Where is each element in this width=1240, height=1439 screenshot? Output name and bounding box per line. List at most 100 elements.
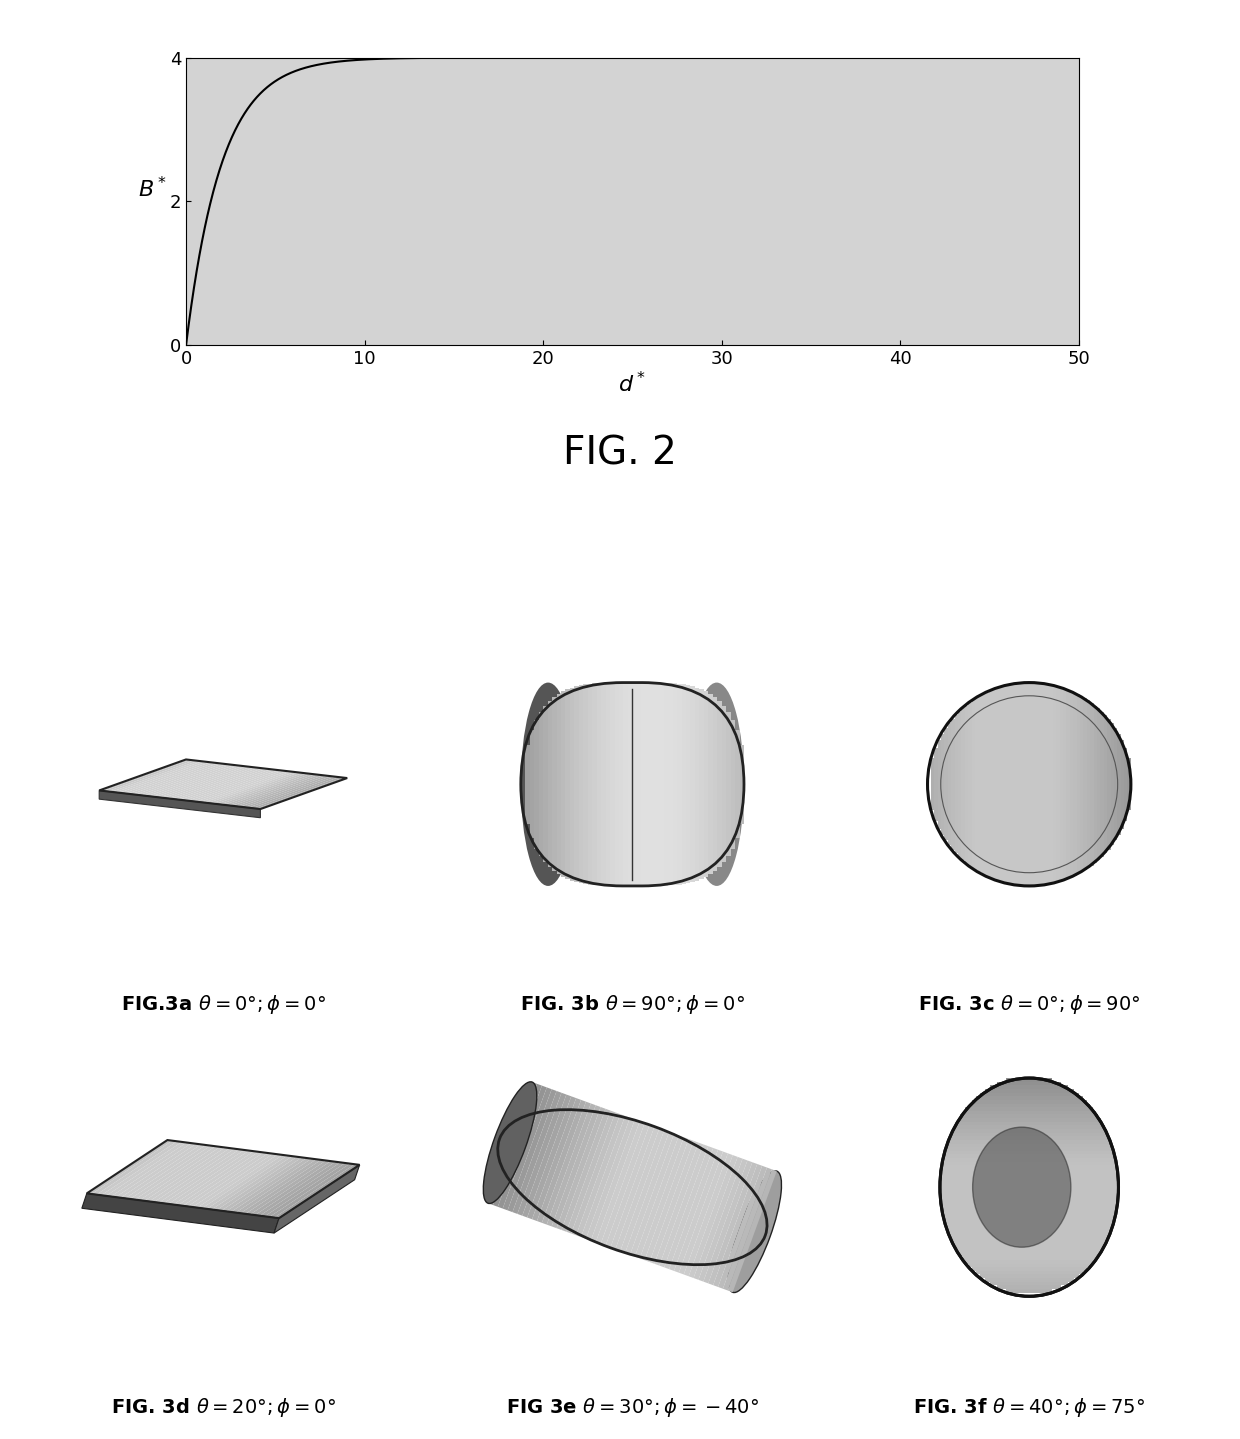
Polygon shape [577,1114,625,1238]
Polygon shape [123,763,215,794]
Polygon shape [931,758,934,810]
Text: FIG. 3b $\theta = 90°; \phi = 0°$: FIG. 3b $\theta = 90°; \phi = 0°$ [520,993,745,1016]
Polygon shape [678,1151,728,1275]
Polygon shape [704,692,708,876]
Polygon shape [176,768,267,800]
Polygon shape [1029,682,1033,886]
Polygon shape [139,764,231,796]
Polygon shape [976,1271,1083,1275]
Polygon shape [184,1153,268,1206]
Polygon shape [610,682,615,886]
Polygon shape [682,685,686,884]
Polygon shape [956,1245,1102,1249]
Polygon shape [537,1099,587,1223]
Polygon shape [980,1092,1079,1097]
Polygon shape [997,1285,1061,1289]
Polygon shape [640,1137,688,1261]
Polygon shape [570,688,574,881]
Polygon shape [1035,682,1039,886]
Polygon shape [947,1140,1111,1144]
Polygon shape [619,682,624,886]
Polygon shape [154,1148,239,1203]
Polygon shape [1070,691,1074,878]
Polygon shape [600,1122,650,1246]
Polygon shape [255,1161,340,1216]
Polygon shape [1090,702,1094,866]
Polygon shape [972,701,975,868]
Polygon shape [1039,684,1043,885]
Polygon shape [269,1164,355,1217]
Polygon shape [244,776,335,807]
Polygon shape [140,1147,224,1200]
Polygon shape [217,1157,301,1210]
Polygon shape [665,1147,713,1269]
Polygon shape [960,1252,1099,1256]
Polygon shape [547,1104,595,1226]
Polygon shape [959,712,961,856]
Polygon shape [180,768,270,800]
Polygon shape [164,767,254,799]
Polygon shape [739,745,744,823]
Polygon shape [534,720,538,849]
Polygon shape [1114,728,1117,840]
Polygon shape [975,698,978,871]
Polygon shape [1060,688,1063,881]
Polygon shape [941,1166,1117,1168]
Polygon shape [941,1202,1117,1206]
Polygon shape [957,1118,1101,1122]
Polygon shape [246,1160,331,1215]
Polygon shape [228,774,319,806]
Polygon shape [507,1089,557,1212]
Ellipse shape [728,1171,781,1292]
Polygon shape [672,684,677,885]
Polygon shape [941,1161,1117,1166]
Polygon shape [955,715,959,853]
Polygon shape [985,1278,1074,1282]
Polygon shape [110,1143,196,1197]
Polygon shape [708,694,713,875]
Polygon shape [548,701,552,868]
Polygon shape [192,1154,278,1207]
Polygon shape [212,1156,298,1210]
Polygon shape [694,688,699,881]
Polygon shape [605,1125,655,1248]
Polygon shape [264,1163,350,1217]
Polygon shape [944,1151,1115,1154]
Polygon shape [560,692,565,876]
Polygon shape [940,1187,1118,1191]
Polygon shape [668,684,672,885]
Polygon shape [1016,684,1019,885]
Polygon shape [615,682,619,886]
Polygon shape [940,1191,1118,1194]
Polygon shape [187,1153,273,1207]
Polygon shape [115,761,206,793]
Polygon shape [103,760,193,791]
Polygon shape [937,740,941,829]
Polygon shape [596,684,601,885]
Polygon shape [216,773,306,804]
Polygon shape [942,1158,1116,1161]
Polygon shape [968,1104,1090,1107]
Polygon shape [1007,1078,1052,1082]
Polygon shape [590,1120,640,1242]
Polygon shape [557,694,560,875]
Polygon shape [655,682,660,886]
Polygon shape [1019,684,1023,885]
Polygon shape [224,774,315,806]
Polygon shape [1007,1289,1052,1292]
Polygon shape [1056,686,1060,882]
Polygon shape [585,1118,635,1240]
Polygon shape [630,1134,680,1256]
Polygon shape [212,773,303,804]
Polygon shape [179,1151,263,1206]
Polygon shape [1025,682,1029,886]
Polygon shape [522,1095,572,1217]
Polygon shape [188,770,279,802]
Polygon shape [144,1147,229,1202]
Polygon shape [502,1088,552,1210]
Polygon shape [976,1097,1083,1099]
Text: FIG. 2: FIG. 2 [563,435,677,472]
Polygon shape [497,1085,547,1209]
Polygon shape [954,1242,1105,1245]
Polygon shape [730,720,735,849]
